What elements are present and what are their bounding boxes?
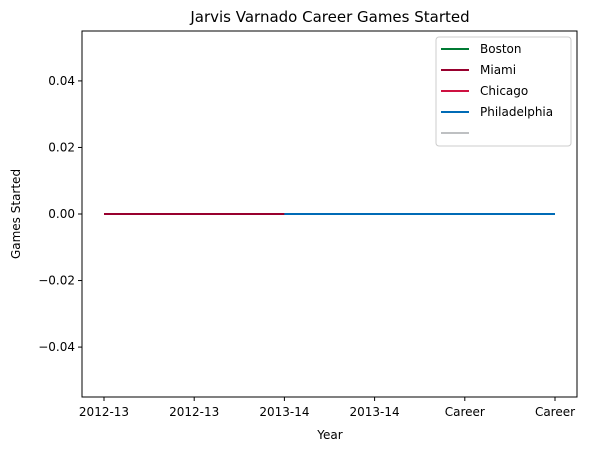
x-tick-label: Career bbox=[535, 405, 575, 419]
x-tick-label: 2013-14 bbox=[350, 405, 400, 419]
legend-box bbox=[435, 36, 572, 147]
x-tick-label: Career bbox=[445, 405, 485, 419]
plot-area: −0.04 −0.02 0.00 0.02 0.04 2012-13 2012-13 2013… bbox=[38, 74, 575, 419]
legend-label: Philadelphia bbox=[480, 105, 553, 119]
y-tick-label: −0.04 bbox=[38, 340, 75, 354]
y-tick-label: 0.02 bbox=[48, 140, 75, 154]
x-tick-label: 2012-13 bbox=[79, 405, 129, 419]
y-tick-label: 0.00 bbox=[48, 207, 75, 221]
legend: Boston Miami Chicago Philadelphia bbox=[435, 36, 572, 147]
x-tick-label: 2013-14 bbox=[259, 405, 309, 419]
plot-frame bbox=[81, 30, 578, 398]
y-tick-label: −0.02 bbox=[38, 274, 75, 288]
x-tick-label: 2012-13 bbox=[169, 405, 219, 419]
y-tick-label: 0.04 bbox=[48, 74, 75, 88]
x-axis-label: Year bbox=[316, 428, 342, 442]
legend-label: Chicago bbox=[480, 84, 528, 98]
y-axis-label: Games Started bbox=[9, 169, 23, 259]
chart-title: Jarvis Varnado Career Games Started bbox=[189, 8, 469, 26]
legend-label: Boston bbox=[480, 42, 521, 56]
legend-label: Miami bbox=[480, 63, 516, 77]
